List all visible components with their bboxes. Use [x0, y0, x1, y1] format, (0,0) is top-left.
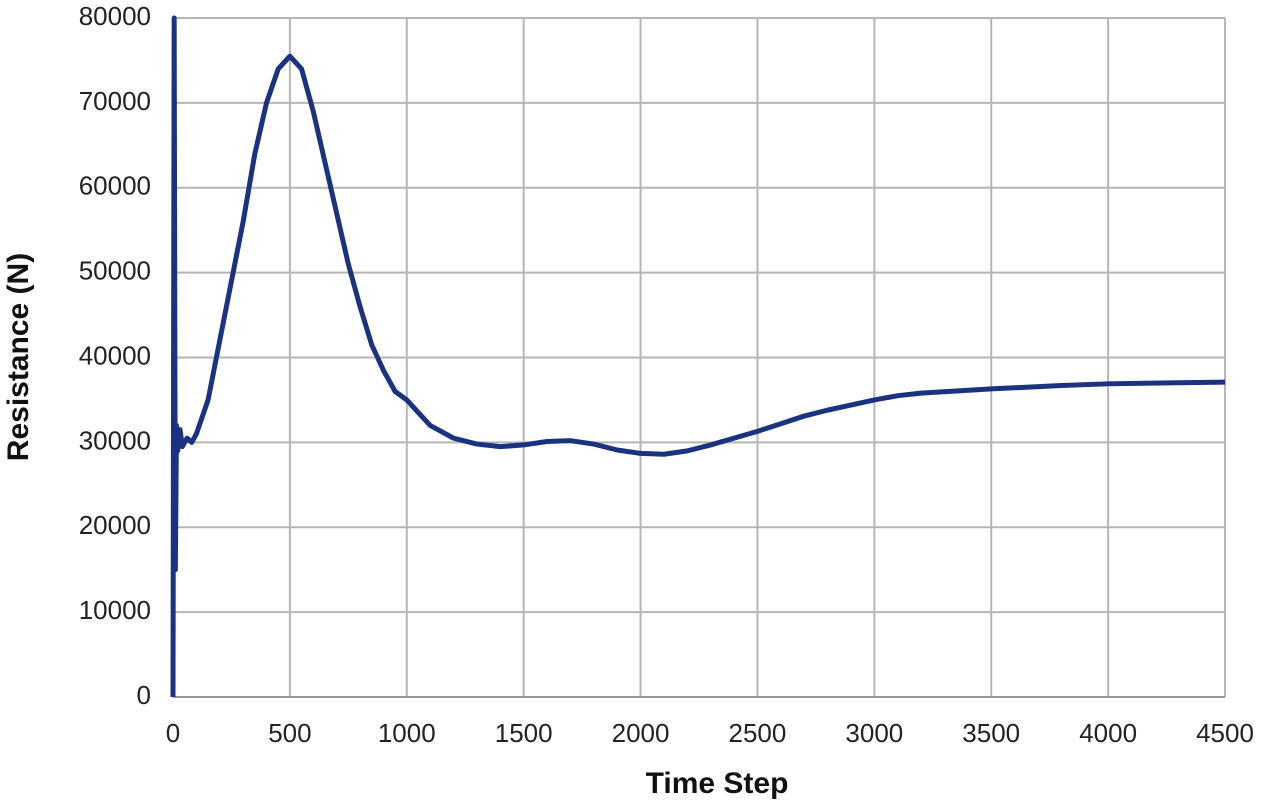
y-tick-label: 10000 [79, 595, 151, 625]
data-line [170, 15, 1226, 698]
y-tick-label: 80000 [79, 1, 151, 31]
y-tick-label: 20000 [79, 510, 151, 540]
x-tick-label: 4500 [1196, 718, 1254, 748]
x-axis-title: Time Step [646, 767, 789, 800]
x-tick-label: 3500 [962, 718, 1020, 748]
y-axis-title: Resistance (N) [2, 253, 35, 461]
x-tick-label: 3000 [845, 718, 903, 748]
y-tick-label: 60000 [79, 171, 151, 201]
x-tick-label: 4000 [1079, 718, 1137, 748]
y-tick-label: 30000 [79, 425, 151, 455]
x-tick-label: 1500 [495, 718, 553, 748]
y-tick-label: 0 [137, 680, 151, 710]
x-tick-label: 0 [166, 718, 180, 748]
x-tick-label: 2500 [729, 718, 787, 748]
x-tick-label: 2000 [612, 718, 670, 748]
x-tick-label: 500 [268, 718, 311, 748]
x-tick-label: 1000 [378, 718, 436, 748]
y-tick-label: 50000 [79, 256, 151, 286]
y-tick-label: 40000 [79, 340, 151, 370]
y-tick-label: 70000 [79, 86, 151, 116]
